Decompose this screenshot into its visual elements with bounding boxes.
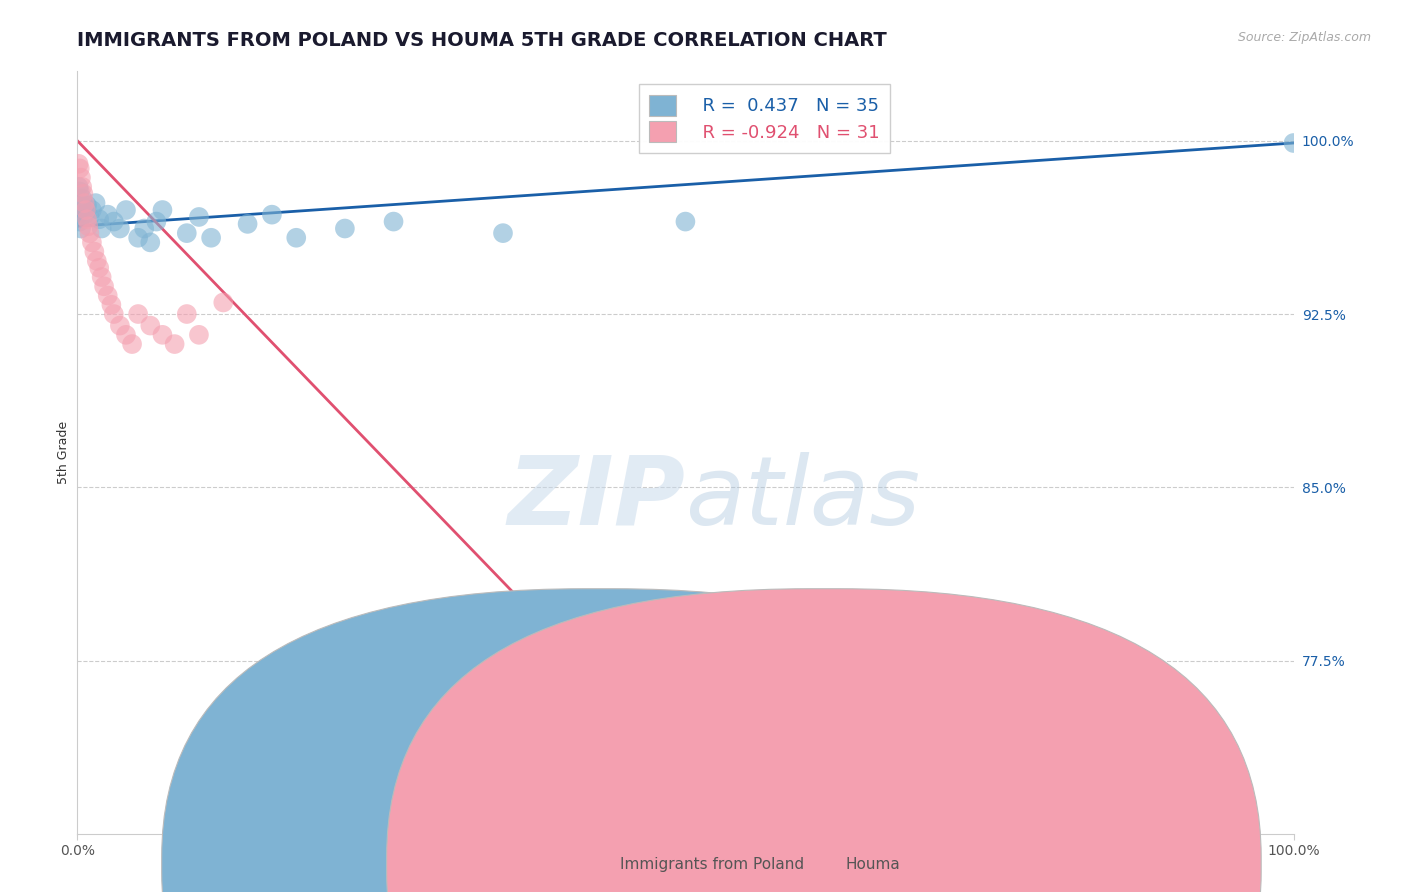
Y-axis label: 5th Grade: 5th Grade <box>58 421 70 484</box>
Point <box>127 231 149 245</box>
Text: Immigrants from Poland: Immigrants from Poland <box>620 857 804 871</box>
Point <box>70 170 93 185</box>
Point <box>73 208 96 222</box>
Point <box>212 295 235 310</box>
Point <box>72 186 94 201</box>
Point <box>200 231 222 245</box>
Point <box>97 208 120 222</box>
Point <box>108 318 131 333</box>
Point <box>90 270 112 285</box>
Point <box>67 208 90 222</box>
Text: atlas: atlas <box>686 452 921 545</box>
Point <box>236 217 259 231</box>
Point <box>70 192 93 206</box>
Point <box>97 288 120 302</box>
Point <box>163 337 186 351</box>
Point <box>176 307 198 321</box>
Point <box>76 198 98 212</box>
Point <box>134 221 156 235</box>
Point <box>84 196 107 211</box>
Text: IMMIGRANTS FROM POLAND VS HOUMA 5TH GRADE CORRELATION CHART: IMMIGRANTS FROM POLAND VS HOUMA 5TH GRAD… <box>77 31 887 50</box>
Point <box>333 221 356 235</box>
Point <box>69 214 91 228</box>
Point <box>492 226 515 240</box>
Point <box>529 660 551 674</box>
Point <box>93 279 115 293</box>
Point <box>139 235 162 250</box>
Point <box>115 327 138 342</box>
Point <box>77 219 100 234</box>
Point <box>70 180 93 194</box>
Point <box>188 210 211 224</box>
Point <box>67 157 90 171</box>
Point <box>260 208 283 222</box>
Point <box>86 253 108 268</box>
Point <box>69 185 91 199</box>
Point <box>69 161 91 176</box>
Point <box>90 221 112 235</box>
Point <box>67 180 90 194</box>
Text: Houma: Houma <box>845 857 900 871</box>
Point <box>675 214 697 228</box>
Text: ZIP: ZIP <box>508 452 686 545</box>
Point <box>115 202 138 217</box>
Point <box>79 210 101 224</box>
Point <box>430 619 453 633</box>
Point <box>188 327 211 342</box>
Point <box>83 244 105 259</box>
Text: Source: ZipAtlas.com: Source: ZipAtlas.com <box>1237 31 1371 45</box>
Point <box>75 202 97 217</box>
Point <box>145 214 167 228</box>
Point <box>89 212 111 227</box>
Point <box>152 327 174 342</box>
Point <box>70 221 93 235</box>
Point <box>139 318 162 333</box>
Point <box>1282 136 1305 150</box>
Point <box>382 214 405 228</box>
Point <box>152 202 174 217</box>
Point <box>108 221 131 235</box>
Point <box>73 196 96 211</box>
Point <box>72 202 94 217</box>
Point <box>80 235 103 250</box>
Point <box>79 226 101 240</box>
Point <box>89 260 111 275</box>
Point <box>127 307 149 321</box>
Point <box>121 337 143 351</box>
Point <box>103 214 125 228</box>
Point <box>76 212 98 227</box>
Point <box>70 198 93 212</box>
Point <box>176 226 198 240</box>
Point <box>80 202 103 217</box>
Point <box>103 307 125 321</box>
Legend:   R =  0.437   N = 35,   R = -0.924   N = 31: R = 0.437 N = 35, R = -0.924 N = 31 <box>638 84 890 153</box>
Point <box>285 231 308 245</box>
Point <box>100 298 122 312</box>
